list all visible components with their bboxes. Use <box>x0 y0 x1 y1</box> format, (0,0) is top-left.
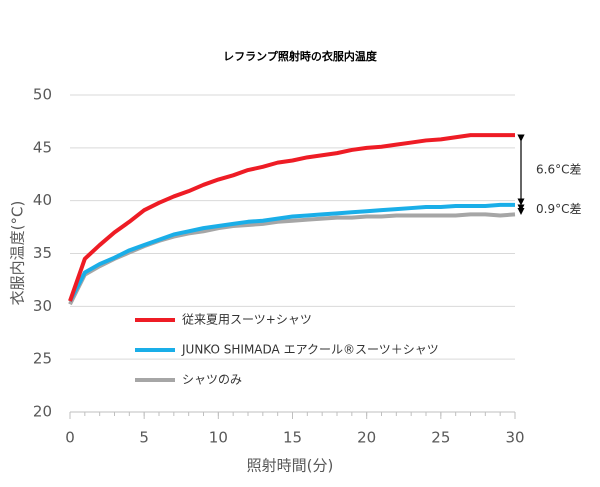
y-tick-label: 20 <box>33 403 52 421</box>
series-line <box>68 202 515 302</box>
x-tick-label: 25 <box>431 429 450 447</box>
x-tick-label: 0 <box>65 429 75 447</box>
x-axis-label: 照射時間(分) <box>247 457 334 475</box>
x-tick-label: 20 <box>357 429 376 447</box>
series-line <box>68 212 516 306</box>
y-tick-label: 50 <box>33 86 52 104</box>
y-axis-label: 衣服内温度(°C) <box>9 201 27 306</box>
legend-label: 従来夏用スーツ+シャツ <box>182 313 312 327</box>
x-tick-label: 10 <box>209 429 228 447</box>
y-tick-label: 30 <box>33 297 52 315</box>
x-tick-label: 5 <box>139 429 149 447</box>
y-tick-label: 35 <box>33 244 52 262</box>
legend-label: JUNKO SHIMADA エアクール®スーツ＋シャツ <box>181 343 439 357</box>
legend-label: シャツのみ <box>182 373 242 387</box>
x-tick-label: 30 <box>505 429 524 447</box>
y-tick-label: 45 <box>33 138 52 156</box>
annotation: 0.9°C差 <box>536 202 581 216</box>
y-tick-label: 25 <box>33 350 52 368</box>
chart-title: レフランプ照射時の衣服内温度 <box>223 49 378 63</box>
x-tick-label: 15 <box>283 429 302 447</box>
y-tick-label: 40 <box>33 191 52 209</box>
series-line <box>68 133 515 302</box>
annotation: 6.6°C差 <box>536 163 581 177</box>
